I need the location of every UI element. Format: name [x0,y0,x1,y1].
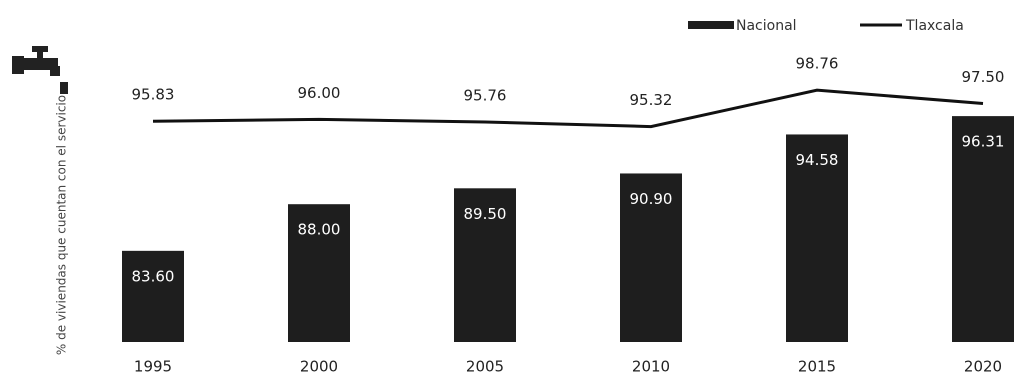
faucet-icon [12,46,68,94]
line-value-label: 96.00 [298,84,341,102]
line-value-label: 98.76 [796,55,839,73]
bar [454,188,516,342]
legend-label: Nacional [736,18,797,34]
bar-value-label: 94.58 [796,151,839,169]
x-tick-label: 2000 [300,358,338,376]
line-value-label: 97.50 [962,68,1005,86]
x-tick-label: 2005 [466,358,504,376]
bar [786,134,848,342]
legend-label: Tlaxcala [905,18,964,34]
legend: Nacional Tlaxcala [688,18,964,34]
bar-value-label: 89.50 [464,205,507,223]
bar [952,116,1014,342]
bar-value-label: 88.00 [298,221,341,239]
x-tick-label: 2010 [632,358,670,376]
line-value-label: 95.76 [464,86,507,104]
y-axis-label: % de viviendas que cuentan con el servic… [55,95,69,355]
bar-value-label: 96.31 [962,133,1005,151]
line [152,88,984,129]
line-value-label: 95.32 [630,91,673,109]
bar [288,204,350,342]
bar-value-label: 83.60 [132,267,175,285]
x-tick-label: 1995 [134,358,172,376]
x-tick-label: 2020 [964,358,1002,376]
x-tick-label: 2015 [798,358,836,376]
bar-value-label: 90.90 [630,190,673,208]
line-value-label: 95.83 [132,86,175,104]
bar [122,250,184,342]
legend-swatch [688,21,734,29]
bar [620,173,682,342]
